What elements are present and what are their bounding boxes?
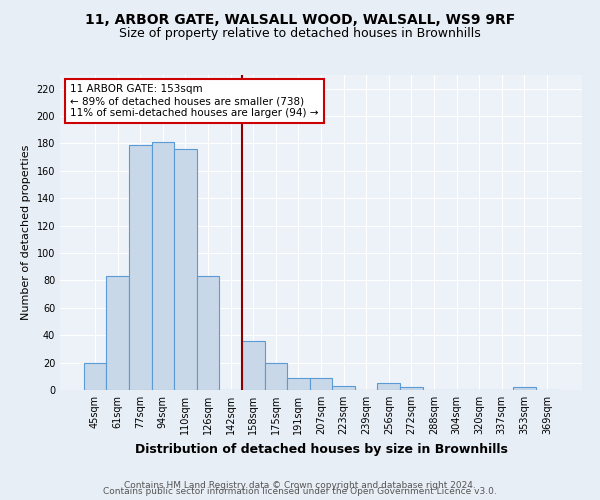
Bar bbox=[265, 362, 287, 390]
Bar bbox=[197, 276, 220, 390]
Bar bbox=[310, 378, 332, 390]
Bar bbox=[174, 149, 197, 390]
Bar bbox=[400, 388, 422, 390]
Bar bbox=[242, 340, 265, 390]
Text: 11, ARBOR GATE, WALSALL WOOD, WALSALL, WS9 9RF: 11, ARBOR GATE, WALSALL WOOD, WALSALL, W… bbox=[85, 12, 515, 26]
Text: 11 ARBOR GATE: 153sqm
← 89% of detached houses are smaller (738)
11% of semi-det: 11 ARBOR GATE: 153sqm ← 89% of detached … bbox=[70, 84, 319, 117]
Bar bbox=[152, 142, 174, 390]
Bar bbox=[332, 386, 355, 390]
Bar bbox=[513, 388, 536, 390]
Bar bbox=[287, 378, 310, 390]
Bar bbox=[377, 383, 400, 390]
X-axis label: Distribution of detached houses by size in Brownhills: Distribution of detached houses by size … bbox=[134, 442, 508, 456]
Bar bbox=[84, 362, 106, 390]
Y-axis label: Number of detached properties: Number of detached properties bbox=[21, 145, 31, 320]
Text: Contains HM Land Registry data © Crown copyright and database right 2024.: Contains HM Land Registry data © Crown c… bbox=[124, 481, 476, 490]
Bar bbox=[129, 145, 152, 390]
Bar bbox=[106, 276, 129, 390]
Text: Contains public sector information licensed under the Open Government Licence v3: Contains public sector information licen… bbox=[103, 488, 497, 496]
Text: Size of property relative to detached houses in Brownhills: Size of property relative to detached ho… bbox=[119, 28, 481, 40]
